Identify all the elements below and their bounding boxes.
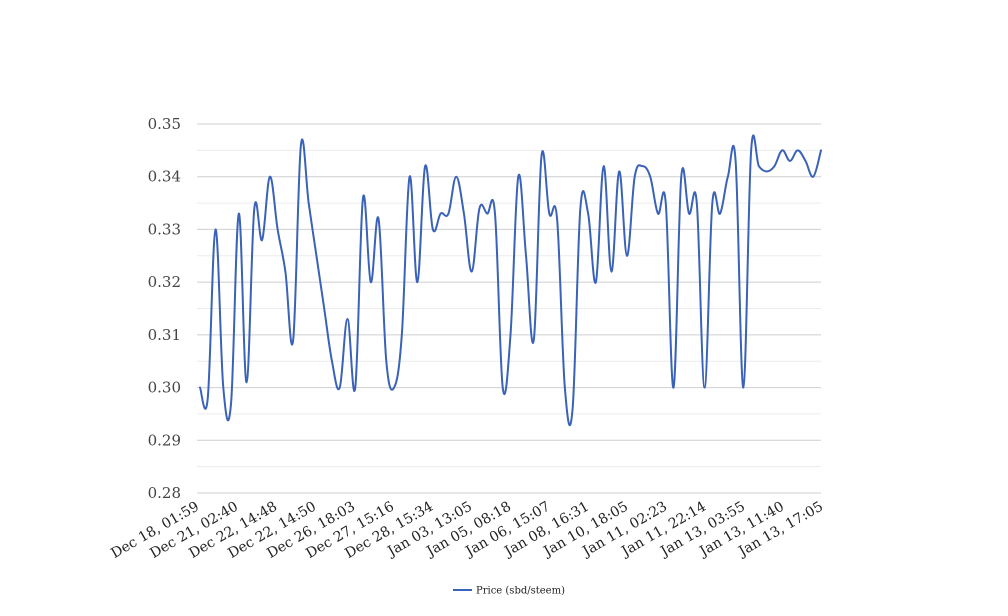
y-tick-label: 0.34 xyxy=(148,168,181,186)
y-tick-label: 0.35 xyxy=(148,115,181,133)
y-tick-label: 0.32 xyxy=(148,273,181,291)
major-gridlines xyxy=(197,123,821,494)
y-tick-label: 0.33 xyxy=(148,220,181,238)
y-tick-label: 0.31 xyxy=(148,326,181,344)
legend: Price (sbd/steem) xyxy=(453,586,565,597)
y-axis-ticks: 0.35 0.34 0.33 0.32 0.31 0.30 0.29 0.28 xyxy=(148,115,181,502)
legend-label: Price (sbd/steem) xyxy=(476,586,565,597)
y-tick-label: 0.29 xyxy=(148,431,181,449)
series-line-price xyxy=(199,134,822,427)
minor-gridlines xyxy=(197,149,821,468)
series-layer xyxy=(199,134,822,427)
y-tick-label: 0.30 xyxy=(148,379,181,397)
y-tick-label: 0.28 xyxy=(148,484,181,502)
